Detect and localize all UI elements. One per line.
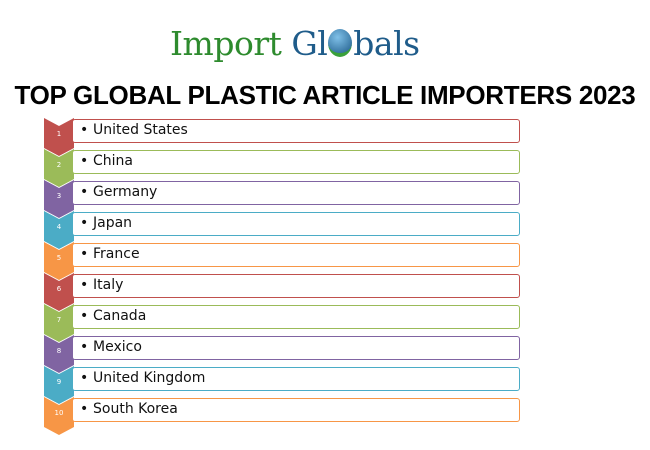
country-label: United Kingdom (80, 370, 205, 386)
item-box: United Kingdom (72, 367, 520, 391)
chevron-marker (44, 211, 74, 249)
list-item: 2 China (44, 149, 524, 187)
country-label: Italy (80, 277, 124, 293)
chevron-marker (44, 304, 74, 342)
chevron-marker (44, 180, 74, 218)
item-box: Italy (72, 274, 520, 298)
country-label: France (80, 246, 139, 262)
rank-number: 4 (56, 223, 62, 231)
item-box: Canada (72, 305, 520, 329)
chevron-marker (44, 149, 74, 187)
country-label: Mexico (80, 339, 142, 355)
item-box: Germany (72, 181, 520, 205)
chevron-marker (44, 366, 74, 404)
country-label: Germany (80, 184, 157, 200)
item-box: Mexico (72, 336, 520, 360)
import-globals-logo: Import Gl bals (170, 24, 420, 63)
country-label: Canada (80, 308, 146, 324)
rank-number: 7 (56, 316, 62, 324)
rank-number: 6 (56, 285, 62, 293)
item-box: France (72, 243, 520, 267)
rank-number: 5 (56, 254, 62, 262)
list-item: 8 Mexico (44, 335, 524, 373)
chevron-marker (44, 242, 74, 280)
list-item: 7 Canada (44, 304, 524, 342)
item-box: China (72, 150, 520, 174)
rank-number: 2 (56, 161, 62, 169)
country-label: South Korea (80, 401, 178, 417)
list-item: 9 United Kingdom (44, 366, 524, 404)
list-item: 1 United States (44, 118, 524, 156)
list-item: 5 France (44, 242, 524, 280)
chevron-marker (44, 335, 74, 373)
country-label: Japan (80, 215, 132, 231)
rank-number: 8 (56, 347, 62, 355)
list-item: 4 Japan (44, 211, 524, 249)
chevron-marker (44, 273, 74, 311)
rank-number: 10 (54, 409, 64, 417)
country-label: China (80, 153, 133, 169)
list-item: 10 South Korea (44, 397, 524, 435)
chevron-marker (44, 397, 74, 435)
country-label: United States (80, 122, 188, 138)
list-item: 6 Italy (44, 273, 524, 311)
globe-icon (328, 29, 353, 57)
rank-number: 9 (56, 378, 62, 386)
rank-number: 3 (56, 192, 62, 200)
item-box: South Korea (72, 398, 520, 422)
list-item: 3 Germany (44, 180, 524, 218)
rank-number: 1 (56, 130, 62, 138)
item-box: United States (72, 119, 520, 143)
page-title: TOP GLOBAL PLASTIC ARTICLE IMPORTERS 202… (14, 80, 636, 110)
item-box: Japan (72, 212, 520, 236)
chevron-marker (44, 118, 74, 156)
